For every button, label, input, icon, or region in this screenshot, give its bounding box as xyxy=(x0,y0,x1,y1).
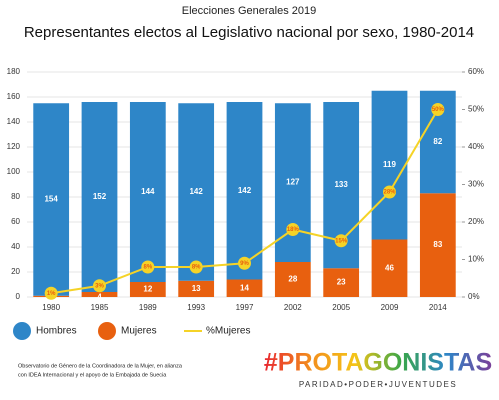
bar-label: 133 xyxy=(334,180,348,189)
legend-label: Mujeres xyxy=(121,326,157,337)
x-tick-label: 2009 xyxy=(381,303,399,312)
y2-tick-label: 50% xyxy=(468,105,484,114)
x-tick-label: 1989 xyxy=(139,303,157,312)
bar-label: 23 xyxy=(337,278,346,287)
bar xyxy=(371,90,408,240)
line-label: 15% xyxy=(335,238,348,244)
line-marker xyxy=(286,223,300,236)
bar-label: 142 xyxy=(238,186,252,195)
bar-label: 127 xyxy=(286,178,300,187)
line-marker xyxy=(189,260,203,274)
bar-label: 144 xyxy=(141,187,155,196)
x-tick-label: 1993 xyxy=(187,303,205,312)
y2-tick-label: 0% xyxy=(468,292,480,301)
bar xyxy=(323,268,360,297)
line-marker xyxy=(431,103,445,116)
legend-label: Hombres xyxy=(36,326,77,337)
y-tick-label: 100 xyxy=(7,167,21,176)
x-tick-label: 1997 xyxy=(236,303,254,312)
line-label: 8% xyxy=(143,265,152,271)
line-marker xyxy=(44,286,58,300)
line-label: 50% xyxy=(432,107,445,113)
bar xyxy=(226,279,263,297)
line-label: 9% xyxy=(240,261,249,267)
bar-label: 142 xyxy=(189,187,203,196)
bar-label: 82 xyxy=(433,137,442,146)
x-tick-label: 2002 xyxy=(284,303,302,312)
y-tick-label: 140 xyxy=(7,117,21,126)
bar-label: 28 xyxy=(288,275,297,284)
bar xyxy=(371,239,408,297)
bar xyxy=(33,103,70,296)
legend-label: %Mujeres xyxy=(206,326,250,337)
y2-tick-label: 30% xyxy=(468,180,484,189)
chart-title: Representantes electos al Legislativo na… xyxy=(24,24,474,41)
x-tick-label: 1985 xyxy=(91,303,109,312)
y-tick-label: 0 xyxy=(16,292,21,301)
bar-label: 46 xyxy=(385,263,394,272)
bar-label: 119 xyxy=(383,160,396,169)
y2-tick-label: 10% xyxy=(468,255,484,264)
footer-note: con IDEA Internacional y el apoyo de la … xyxy=(18,372,167,378)
y-tick-label: 180 xyxy=(7,67,21,76)
bar-label: 83 xyxy=(433,240,442,249)
bar-label: 13 xyxy=(192,284,201,293)
line-label: 8% xyxy=(192,265,201,271)
y-tick-label: 120 xyxy=(7,142,21,151)
y2-tick-label: 20% xyxy=(468,217,484,226)
line-marker xyxy=(383,185,396,199)
bar xyxy=(419,193,456,297)
legend-swatch xyxy=(13,322,31,340)
y2-tick-label: 40% xyxy=(468,142,484,151)
line-label: 3% xyxy=(95,283,104,289)
bar xyxy=(274,262,311,297)
line-marker xyxy=(93,279,106,293)
y-tick-label: 80 xyxy=(11,192,20,201)
line-label: 28% xyxy=(383,190,396,196)
line-marker xyxy=(141,260,155,274)
legend-swatch xyxy=(98,322,116,340)
y-tick-label: 60 xyxy=(11,217,20,226)
bar-label: 12 xyxy=(143,285,152,294)
bar-label: 14 xyxy=(240,283,249,292)
x-tick-label: 2014 xyxy=(429,303,447,312)
line-marker xyxy=(334,234,348,248)
bar-label: 4 xyxy=(97,293,102,302)
bar xyxy=(129,102,166,282)
bar xyxy=(226,102,263,280)
x-tick-label: 2005 xyxy=(332,303,350,312)
line-marker xyxy=(238,256,251,270)
tagline: PARIDAD•PODER•JUVENTUDES xyxy=(299,380,457,389)
line-label: 18% xyxy=(287,227,300,233)
brand: #PROTAGONISTAS xyxy=(264,349,492,377)
y2-tick-label: 60% xyxy=(468,67,484,76)
bar xyxy=(178,280,215,297)
y-tick-label: 20 xyxy=(11,267,20,276)
chart-subtitle: Elecciones Generales 2019 xyxy=(182,5,317,17)
bar-label: 154 xyxy=(44,195,58,204)
bar-label: 152 xyxy=(93,192,107,201)
bar xyxy=(129,282,166,297)
footer-note: Observatorio de Género de la Coordinador… xyxy=(18,363,183,369)
bar xyxy=(178,103,215,281)
bar xyxy=(81,102,118,292)
y-tick-label: 40 xyxy=(11,242,20,251)
y-tick-label: 160 xyxy=(7,92,21,101)
line-label: 1% xyxy=(47,291,56,297)
bar xyxy=(81,292,118,297)
x-tick-label: 1980 xyxy=(42,303,60,312)
